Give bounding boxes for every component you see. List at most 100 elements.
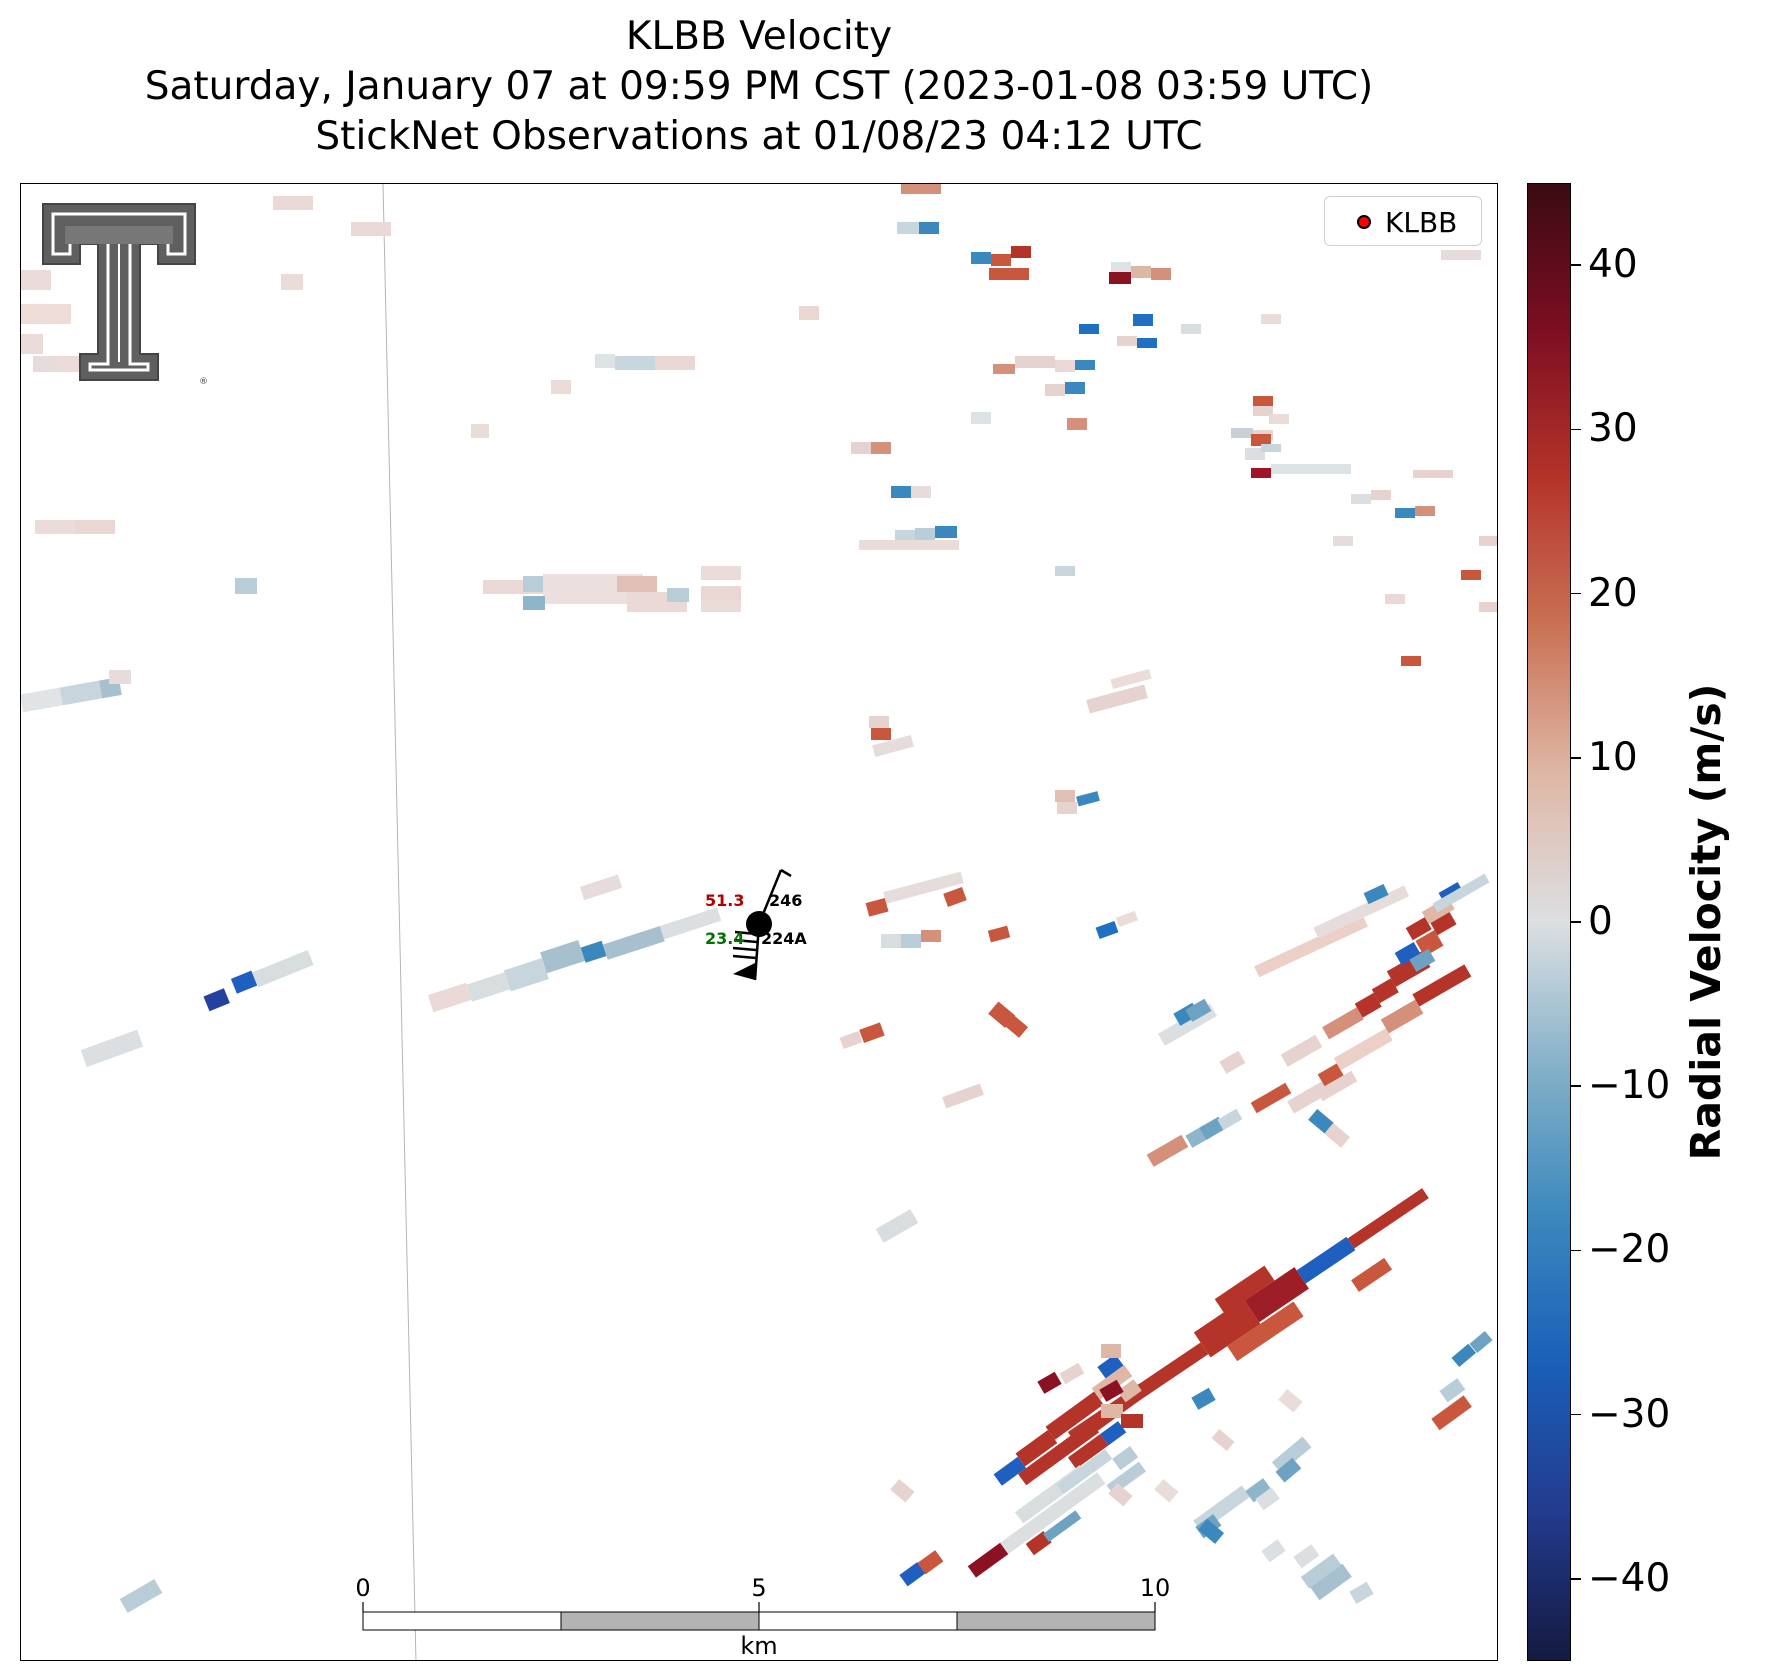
radar-gate [35, 520, 75, 534]
radar-gate [1300, 1553, 1342, 1589]
radar-gate [1198, 1518, 1225, 1544]
radar-gate [1057, 802, 1077, 814]
radar-gate [523, 576, 545, 592]
colorbar-tick-label: 40 [1588, 242, 1638, 288]
radar-gate [1451, 1343, 1477, 1368]
radar-gate [1100, 1421, 1127, 1446]
radar-gate [1250, 1082, 1292, 1114]
station-value-green: 23.4 [705, 929, 744, 948]
radar-gate [1055, 790, 1075, 802]
radar-gate [1405, 917, 1432, 941]
radar-gate [897, 222, 919, 234]
radar-gate [839, 1030, 863, 1050]
map-legend: KLBB [1324, 196, 1482, 246]
radar-gate [659, 907, 722, 940]
radar-gate [203, 988, 230, 1012]
radar-gate [21, 270, 51, 290]
radar-gate [119, 1579, 163, 1613]
radar-gate [1310, 1563, 1352, 1601]
radar-gate [281, 274, 303, 290]
radar-gate [1244, 1267, 1309, 1323]
radar-gate [991, 254, 1011, 266]
radar-gate [701, 586, 741, 600]
radar-gate [1385, 594, 1405, 604]
radar-gate [987, 925, 1011, 943]
radar-gate [1043, 1510, 1082, 1542]
radar-gate [1245, 1478, 1272, 1503]
radar-gate [523, 596, 545, 610]
radar-gate [109, 670, 131, 684]
radar-gate [1133, 314, 1153, 326]
radar-gate [943, 887, 967, 907]
colorbar-tick-mark [1571, 428, 1581, 431]
radar-gate [1214, 1265, 1275, 1315]
radar-map-panel: 51.3 246 23.4 224A 0 5 10 km ® [20, 183, 1498, 1661]
radar-gate [799, 306, 819, 320]
radar-gate [1313, 885, 1410, 939]
colorbar-tick-mark [1571, 1249, 1581, 1252]
radar-gate [1371, 490, 1391, 500]
radar-gate [1154, 1478, 1179, 1503]
radar-gate [1413, 470, 1453, 478]
title-line-2: Saturday, January 07 at 09:59 PM CST (20… [144, 64, 1374, 109]
radar-gate [1308, 1108, 1335, 1134]
colorbar-tick-label: 10 [1588, 734, 1638, 780]
radar-gate [971, 252, 991, 264]
radar-gate [1469, 1330, 1493, 1354]
radar-gate [21, 334, 43, 354]
radar-gate [993, 1456, 1027, 1486]
radar-gate [1131, 266, 1151, 278]
radar-gate [540, 939, 585, 974]
radar-gate [1015, 356, 1055, 368]
radar-gate [252, 950, 314, 988]
radar-gate [59, 680, 103, 706]
scale-bar-segment [560, 1611, 760, 1631]
radar-gate [1296, 1236, 1356, 1284]
radar-gate [1269, 414, 1289, 424]
radar-gate [1287, 1081, 1329, 1114]
radar-gate [1101, 1344, 1121, 1358]
radar-gate [1317, 1063, 1344, 1087]
radar-gate [917, 1550, 944, 1575]
radar-gate [21, 304, 71, 324]
radar-gate [1261, 314, 1281, 324]
wind-barb-flag [733, 962, 757, 980]
radar-gate [1109, 272, 1131, 284]
radar-gate [895, 530, 915, 542]
colorbar-tick-mark [1571, 1578, 1581, 1580]
radar-gate [1055, 566, 1075, 576]
radar-gate [427, 982, 472, 1013]
radar-gate [580, 940, 607, 963]
velocity-colorbar [1527, 183, 1571, 1661]
radar-gate [911, 486, 931, 498]
radar-gate [1097, 1354, 1124, 1379]
radar-gate [1322, 1007, 1364, 1040]
radar-gate [901, 934, 921, 948]
radar-gate [1261, 1539, 1286, 1563]
radar-gate [1432, 873, 1490, 913]
radar-gate [1254, 915, 1369, 978]
radar-gate [1349, 1581, 1374, 1604]
chart-title: KLBB Velocity Saturday, January 07 at 09… [20, 12, 1498, 162]
radar-gate [872, 735, 914, 757]
radar-gate [667, 588, 689, 602]
radar-gate [851, 442, 871, 454]
radar-gate [1121, 1414, 1143, 1428]
radar-gate [602, 926, 665, 960]
radar-gate [595, 354, 615, 368]
radar-gate [993, 364, 1015, 374]
radar-gate [1251, 468, 1271, 478]
radar-gate [859, 1022, 885, 1043]
radar-gate [1412, 964, 1472, 1007]
radar-gate [1251, 434, 1271, 446]
radar-gate [871, 728, 891, 740]
svg-text:®: ® [199, 377, 208, 387]
colorbar-tick-label: 0 [1588, 899, 1613, 944]
radar-gate [1255, 1487, 1280, 1511]
radar-gate [1431, 1395, 1472, 1431]
radar-gate [915, 528, 935, 540]
radar-gate [1067, 418, 1087, 430]
radar-gate [1354, 992, 1382, 1018]
radar-gate [1111, 262, 1131, 274]
radar-gate [971, 412, 991, 424]
